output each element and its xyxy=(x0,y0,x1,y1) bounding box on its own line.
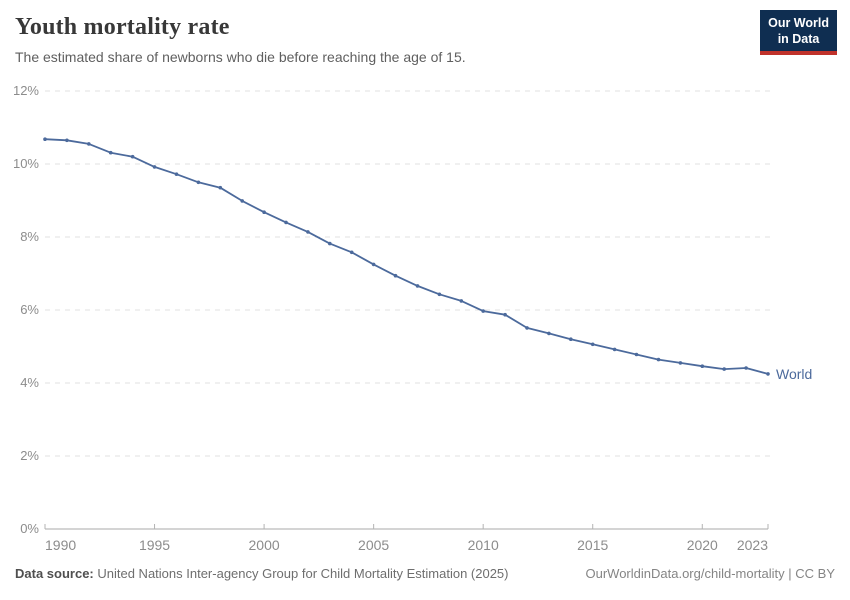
line-chart: 0% 2% 4% 6% 8% 10% 12% 1990 1995 2000 2005 2010 2015… xyxy=(13,83,812,553)
data-point xyxy=(678,361,683,365)
footer-attribution: OurWorldinData.org/child-mortality | CC … xyxy=(585,566,836,581)
data-point xyxy=(547,331,551,336)
data-point xyxy=(612,347,617,352)
data-point xyxy=(196,180,201,185)
data-point xyxy=(152,165,157,169)
data-point xyxy=(503,312,507,317)
chart-subtitle: The estimated share of newborns who die … xyxy=(15,49,466,65)
data-point xyxy=(569,337,573,342)
data-point xyxy=(590,342,595,347)
data-point xyxy=(371,262,376,267)
page-title: Youth mortality rate xyxy=(15,14,230,40)
data-point xyxy=(262,210,266,214)
data-point xyxy=(130,154,135,159)
data-point xyxy=(65,138,69,143)
series-end-label: World xyxy=(776,366,812,382)
data-point xyxy=(700,364,705,369)
data-point xyxy=(87,142,91,146)
data-point xyxy=(437,292,442,297)
x-tick-label: 2000 xyxy=(249,537,280,553)
data-point xyxy=(108,150,113,155)
owid-logo: Our World in Data xyxy=(760,10,837,55)
logo-line-2: in Data xyxy=(777,32,820,47)
chart-header: Youth mortality rate The estimated share… xyxy=(15,10,837,65)
x-tick-label: 2023 xyxy=(737,537,768,553)
y-tick-label: 2% xyxy=(20,448,39,463)
x-tick-label: 2020 xyxy=(687,537,718,553)
data-point xyxy=(525,326,529,330)
data-point xyxy=(43,137,47,141)
chart-footer: Data source: United Nations Inter-agency… xyxy=(15,566,835,581)
data-point xyxy=(459,299,464,303)
data-point xyxy=(656,357,661,362)
x-tick-label: 1995 xyxy=(139,537,170,553)
data-point xyxy=(766,372,770,376)
y-tick-label: 12% xyxy=(13,83,39,98)
data-point xyxy=(744,366,748,370)
x-tick-label: 1990 xyxy=(45,537,76,553)
y-tick-label: 6% xyxy=(20,302,39,317)
data-point xyxy=(349,250,354,255)
data-point xyxy=(284,220,288,225)
data-point xyxy=(722,367,726,371)
y-tick-label: 10% xyxy=(13,156,39,171)
data-point xyxy=(218,185,223,190)
data-source-text: United Nations Inter-agency Group for Ch… xyxy=(93,566,509,581)
logo-line-1: Our World xyxy=(768,16,829,30)
data-point xyxy=(240,199,244,203)
title-block: Youth mortality rate The estimated share… xyxy=(15,14,466,65)
data-point xyxy=(328,241,332,246)
data-source-label: Data source: xyxy=(15,566,94,581)
x-tick-label: 2010 xyxy=(468,537,499,553)
data-point xyxy=(634,352,639,357)
x-tick-label: 2005 xyxy=(358,537,389,553)
y-tick-label: 8% xyxy=(20,229,39,244)
y-tick-label: 4% xyxy=(20,375,39,390)
x-tick-label: 2015 xyxy=(577,537,608,553)
data-point xyxy=(306,230,310,234)
data-point xyxy=(481,309,486,313)
y-tick-label: 0% xyxy=(20,521,39,536)
data-point xyxy=(415,284,420,288)
data-point xyxy=(174,172,179,176)
data-point xyxy=(393,273,398,278)
data-source: Data source: United Nations Inter-agency… xyxy=(15,566,509,581)
chart-line xyxy=(44,138,769,375)
